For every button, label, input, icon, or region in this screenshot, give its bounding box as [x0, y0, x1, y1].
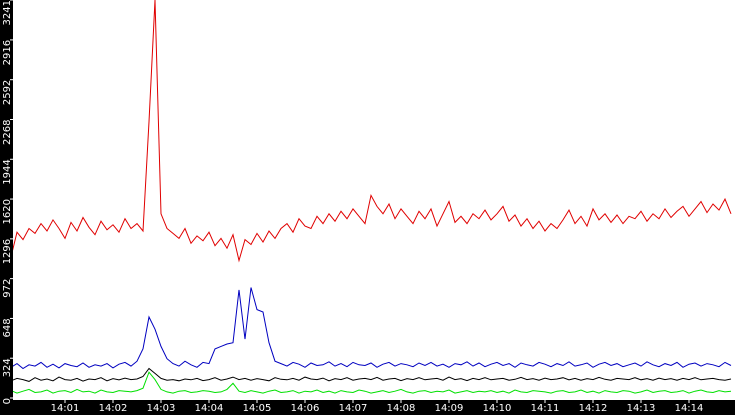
x-tick-label: 14:09	[435, 403, 464, 414]
x-tick-label: 14:05	[243, 403, 272, 414]
y-tick-label: 1944	[2, 159, 13, 184]
y-axis-band	[0, 0, 13, 415]
x-tick-label: 14:11	[531, 403, 560, 414]
x-tick-label: 14:14	[675, 403, 704, 414]
series-line	[10, 371, 732, 394]
x-tick-label: 14:01	[51, 403, 80, 414]
y-tick-label: 1620	[2, 199, 13, 224]
x-tick-label: 14:08	[387, 403, 416, 414]
x-tick-label: 14:13	[627, 403, 656, 414]
x-tick-label: 14:10	[483, 403, 512, 414]
lines	[10, 0, 732, 394]
x-tick-label: 14:06	[291, 403, 320, 414]
axes: 0 324 648 972 1296 1620 1944 2268 2592 2916 3241 14…	[2, 0, 703, 414]
series-line	[10, 0, 732, 263]
y-tick-label: 2268	[2, 119, 13, 144]
x-tick-label: 14:04	[195, 403, 224, 414]
y-tick-label: 2592	[2, 80, 13, 105]
x-tick-label: 14:03	[147, 403, 176, 414]
x-tick-label: 14:12	[579, 403, 608, 414]
y-tick-label: 972	[2, 279, 13, 298]
x-tick-label: 14:07	[339, 403, 368, 414]
y-tick-label: 648	[2, 318, 13, 337]
series-line	[10, 367, 732, 382]
y-tick-label: 1296	[2, 239, 13, 264]
y-tick-label: 324	[2, 358, 13, 377]
x-axis-band	[0, 400, 735, 415]
y-tick-label: 2916	[2, 40, 13, 65]
y-tick-label: 3241	[2, 0, 13, 25]
x-tick-label: 14:02	[99, 403, 128, 414]
y-tick-label: 0	[2, 398, 13, 404]
series-line	[10, 287, 732, 370]
